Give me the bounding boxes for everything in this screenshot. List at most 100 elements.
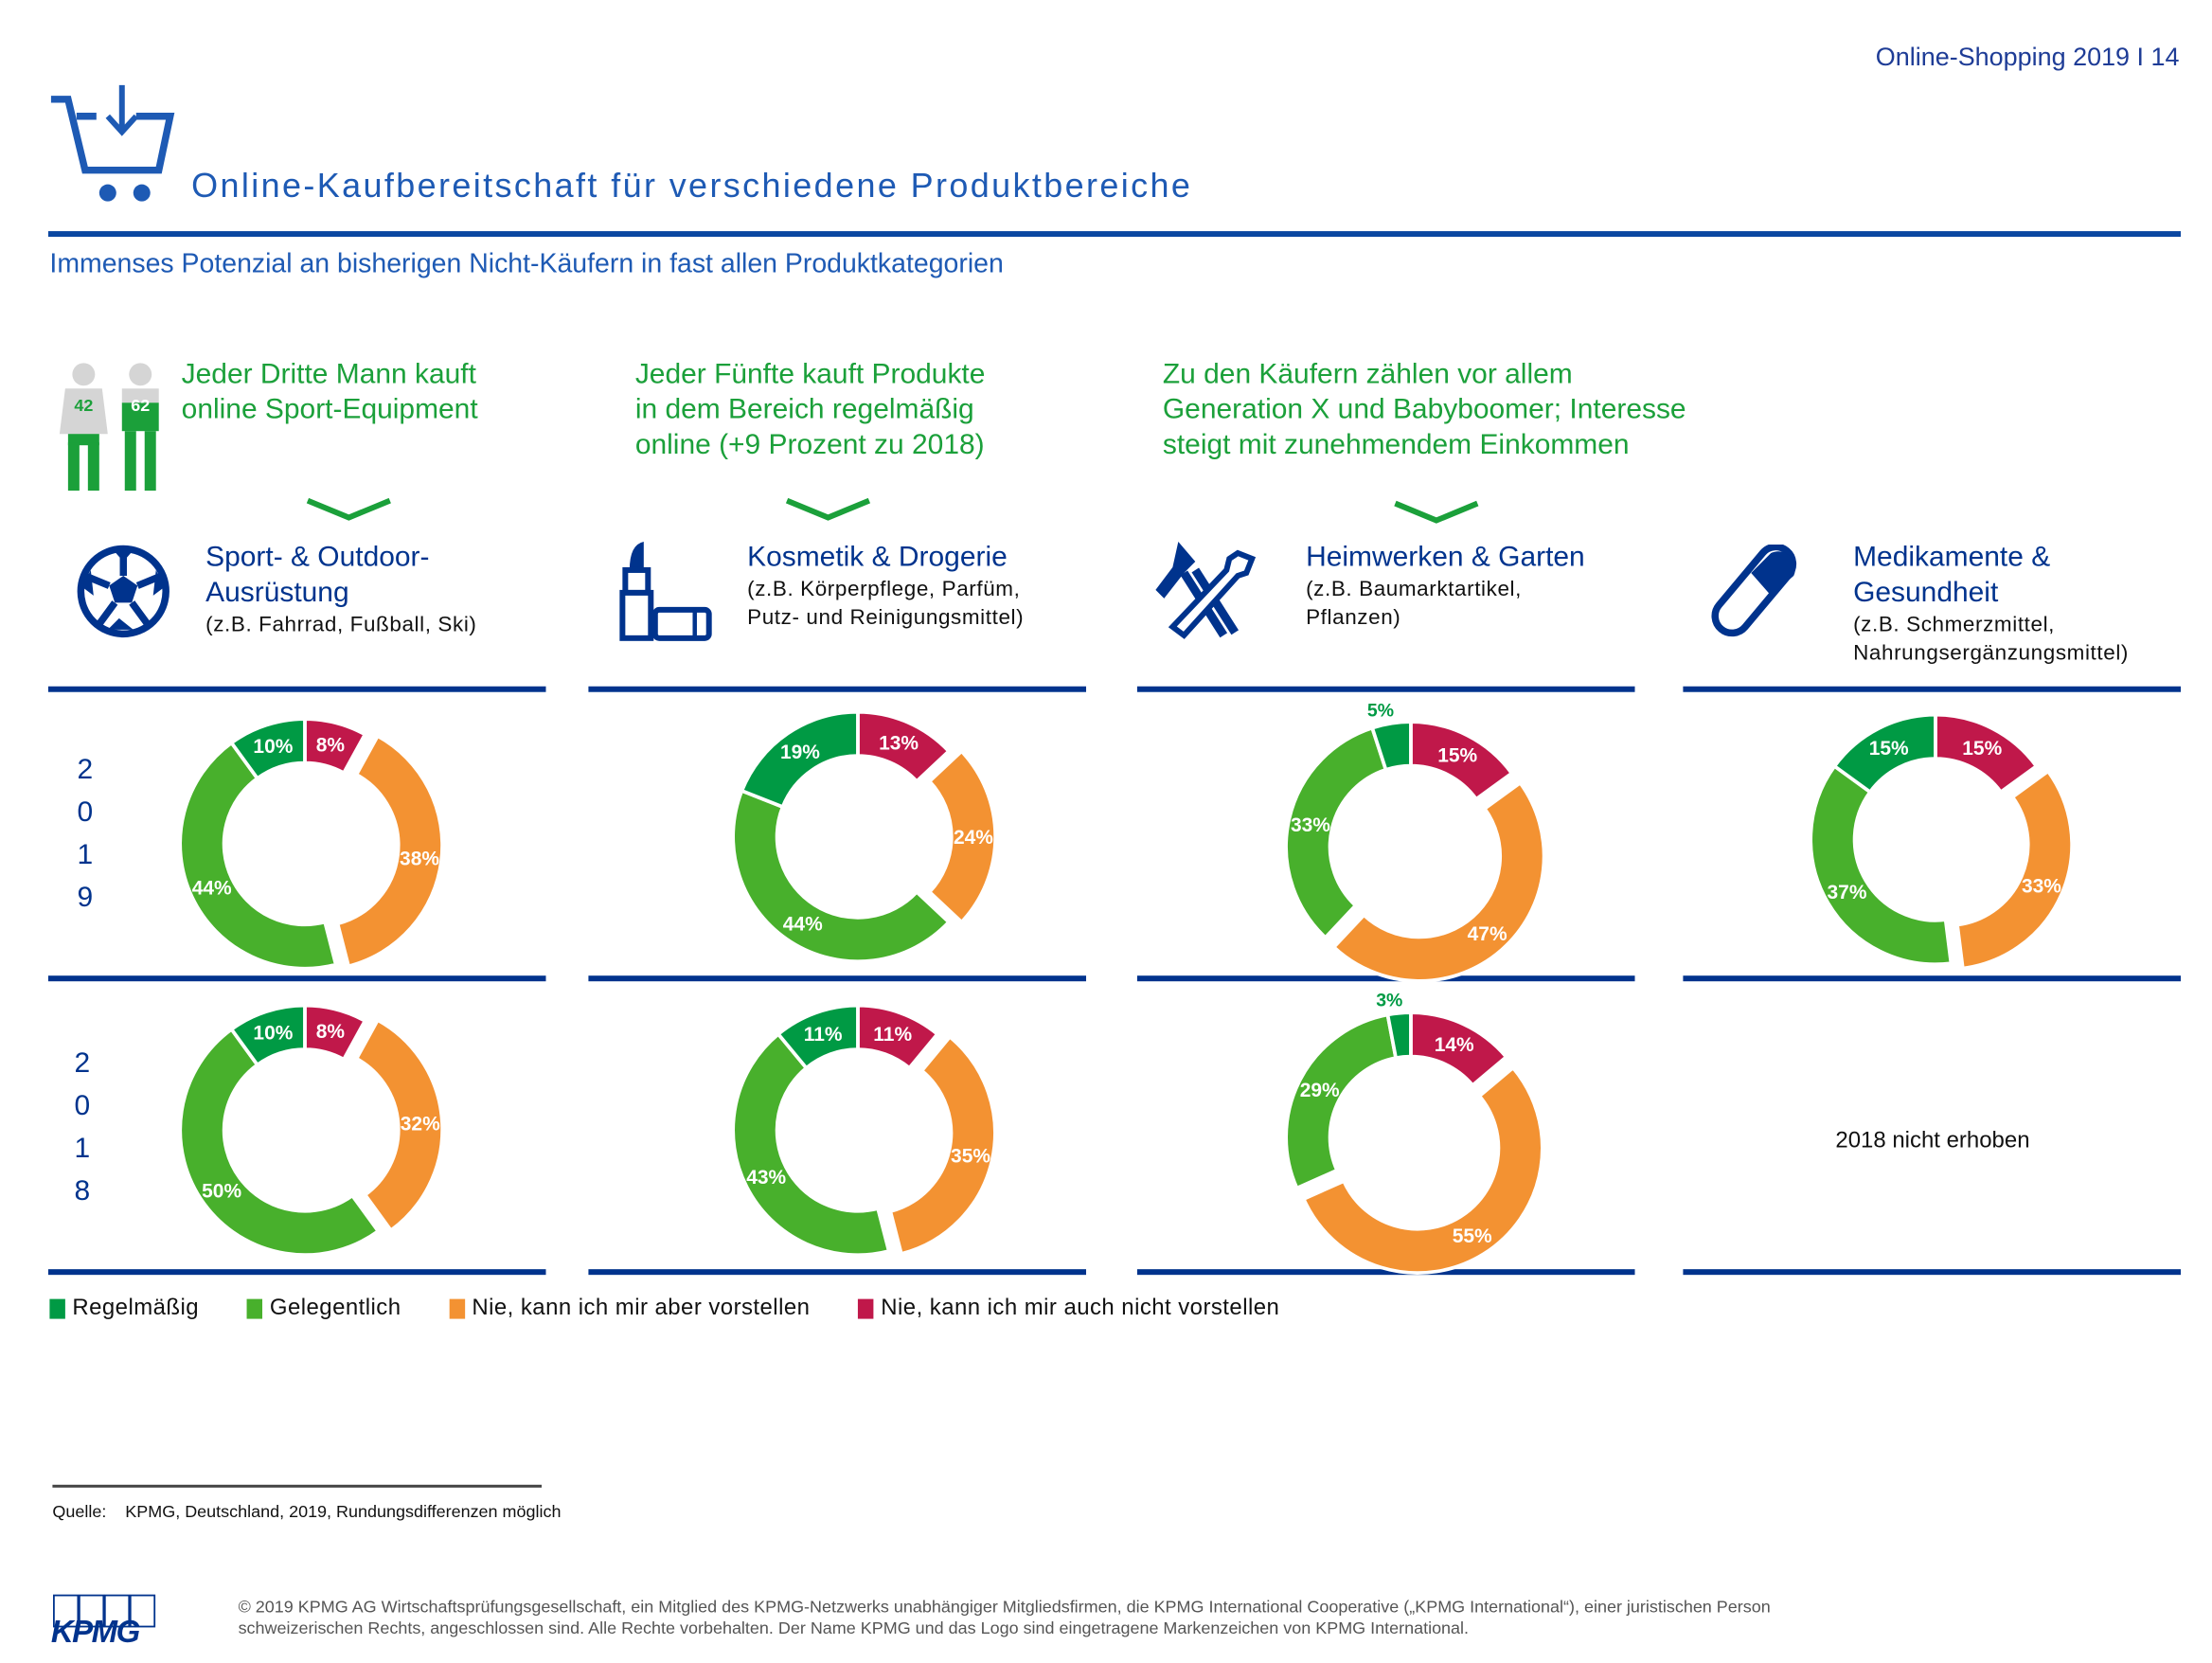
- year-digit: 2: [74, 1047, 91, 1080]
- donut-label-nie-nicht: 13%: [879, 732, 919, 754]
- donut-segment-nie-nicht: [303, 717, 367, 776]
- donut-label-nie-nicht: 11%: [873, 1024, 912, 1046]
- donut-segment-regelmaessig: [1369, 720, 1413, 773]
- donut-segment-nie-aber: [1954, 768, 2074, 971]
- donut-segment-nie-nicht: [1409, 1010, 1509, 1088]
- section-divider: [47, 975, 546, 982]
- donut-sport-2018: 8% 32% 50% 10%: [178, 1003, 445, 1257]
- donut-sport-2019: 8% 38% 44% 10%: [178, 717, 444, 971]
- legend-swatch: [49, 1298, 65, 1319]
- section-divider: [1136, 686, 1635, 692]
- headline-line: Jeder Dritte Mann kauft: [181, 358, 476, 390]
- donut-label-gelegentlich: 43%: [746, 1167, 786, 1189]
- chevron-down-icon: [785, 497, 871, 521]
- headline-kosmetik: Jeder Fünfte kauft Produkte in dem Bereic…: [635, 357, 986, 463]
- donut-segment-nie-nicht: [1934, 712, 2040, 795]
- donut-segment-nie-aber: [1301, 1064, 1544, 1275]
- tools-icon: [1155, 542, 1257, 639]
- donut-label-nie-aber: 47%: [1468, 923, 1507, 945]
- donut-label-regelmaessig: 5%: [1367, 700, 1394, 721]
- people-value-men: 42: [74, 396, 93, 415]
- donut-label-gelegentlich: 29%: [1300, 1080, 1340, 1101]
- copyright-notice: © 2019 KPMG AG Wirtschaftsprüfungsgesell…: [239, 1597, 1771, 1639]
- donut-label-regelmaessig: 3%: [1376, 990, 1402, 1010]
- donut-segment-nie-aber: [1330, 779, 1546, 983]
- donut-label-regelmaessig: 15%: [1869, 738, 1909, 760]
- year-digit: 9: [77, 882, 94, 914]
- category-heimwerken: Heimwerken & Garten (z.B. Baumarktartike…: [1306, 541, 1585, 633]
- donut-segment-nie-nicht: [1409, 720, 1515, 802]
- year-digit: 1: [77, 839, 94, 871]
- shopping-cart-icon: [50, 84, 175, 202]
- donut-segment-nie-aber: [888, 1034, 997, 1257]
- headline-heimwerken: Zu den Käufern zählen vor allem Generatio…: [1163, 357, 1686, 463]
- category-examples: (z.B. Baumarktartikel,: [1306, 577, 1522, 601]
- donut-segment-nie-nicht: [303, 1003, 367, 1063]
- year-digit: 0: [77, 796, 94, 829]
- donut-segment-regelmaessig: [739, 709, 860, 810]
- legend-label: Regelmäßig: [72, 1296, 200, 1321]
- legend-item-nie-aber: Nie, kann ich mir aber vorstellen: [449, 1296, 810, 1322]
- chevron-down-icon: [306, 497, 391, 521]
- donut-label-regelmaessig: 11%: [804, 1024, 843, 1046]
- year-digit: 0: [74, 1090, 91, 1122]
- donut-segment-regelmaessig: [1385, 1010, 1413, 1061]
- headline-line: steigt mit zunehmendem Einkommen: [1162, 429, 1630, 461]
- donut-segment-nie-aber: [926, 748, 997, 925]
- donut-label-nie-aber: 33%: [2022, 875, 2061, 897]
- legend-swatch: [449, 1298, 465, 1319]
- legend-item-nie-nicht: Nie, kann ich mir auch nicht vorstellen: [858, 1296, 1279, 1322]
- donut-segment-nie-aber: [353, 1017, 445, 1233]
- legend-swatch: [858, 1298, 874, 1319]
- legend-swatch: [246, 1298, 263, 1319]
- category-examples: (z.B. Fahrrad, Fußball, Ski): [205, 612, 477, 637]
- chevron-down-icon: [1394, 500, 1479, 524]
- donut-segment-regelmaessig: [1831, 712, 1937, 795]
- legend-label: Nie, kann ich mir auch nicht vorstellen: [881, 1296, 1280, 1321]
- donut-label-gelegentlich: 37%: [1828, 882, 1867, 903]
- headline-line: online (+9 Prozent zu 2018): [634, 429, 985, 461]
- donut-segment-nie-aber: [335, 733, 444, 969]
- category-medikamente: Medikamente & Gesundheit (z.B. Schmerzmit…: [1853, 541, 2129, 669]
- category-examples: (z.B. Körperpflege, Parfüm,: [747, 577, 1021, 601]
- section-divider: [47, 686, 546, 692]
- category-examples: Pflanzen): [1306, 605, 1401, 630]
- donut-kosmetik-2018: 11% 35% 43% 11%: [731, 1003, 997, 1257]
- donut-label-nie-nicht: 15%: [1437, 745, 1477, 767]
- kpmg-logo: KPMG: [51, 1594, 156, 1645]
- donut-label-nie-aber: 32%: [401, 1113, 440, 1135]
- legend-item-regelmaessig: Regelmäßig: [49, 1296, 199, 1322]
- section-divider: [1683, 975, 2182, 982]
- copyright-line: schweizerischen Rechts, angeschlossen si…: [238, 1618, 1470, 1638]
- lipstick-icon: [619, 542, 712, 641]
- headline-line: online Sport-Equipment: [181, 394, 478, 426]
- donut-label-nie-nicht: 8%: [316, 734, 346, 756]
- donut-label-regelmaessig: 10%: [253, 1023, 293, 1045]
- donut-medikamente-2019: 15% 33% 37% 15%: [1809, 712, 2074, 971]
- section-divider: [1683, 686, 2182, 692]
- category-title: Medikamente &: [1853, 542, 2051, 573]
- donut-label-gelegentlich: 33%: [1291, 814, 1330, 836]
- pill-icon: [1711, 545, 1797, 637]
- donut-segment-gelegentlich: [178, 740, 338, 971]
- soccer-ball-icon: [77, 545, 169, 638]
- title-divider: [47, 231, 2182, 238]
- people-value-women: 62: [131, 396, 150, 415]
- section-divider: [1683, 1269, 2182, 1276]
- category-examples: Putz- und Reinigungsmittel): [747, 605, 1025, 630]
- category-sport: Sport- & Outdoor- Ausrüstung (z.B. Fahrra…: [205, 541, 476, 640]
- headline-line: Zu den Käufern zählen vor allem: [1162, 358, 1573, 390]
- section-divider: [588, 686, 1087, 692]
- donut-segment-gelegentlich: [1284, 725, 1388, 940]
- donut-label-nie-aber: 38%: [400, 849, 439, 870]
- donut-segment-regelmaessig: [228, 1003, 307, 1067]
- headline-line: in dem Bereich regelmäßig: [634, 394, 974, 426]
- donut-label-regelmaessig: 10%: [253, 736, 293, 758]
- category-kosmetik: Kosmetik & Drogerie (z.B. Körperpflege, …: [747, 541, 1024, 633]
- donut-segment-gelegentlich: [731, 1031, 891, 1257]
- donut-kosmetik-2019: 13% 24% 44% 19%: [731, 709, 997, 964]
- year-digit: 2: [77, 754, 94, 786]
- donut-label-nie-aber: 35%: [951, 1146, 990, 1168]
